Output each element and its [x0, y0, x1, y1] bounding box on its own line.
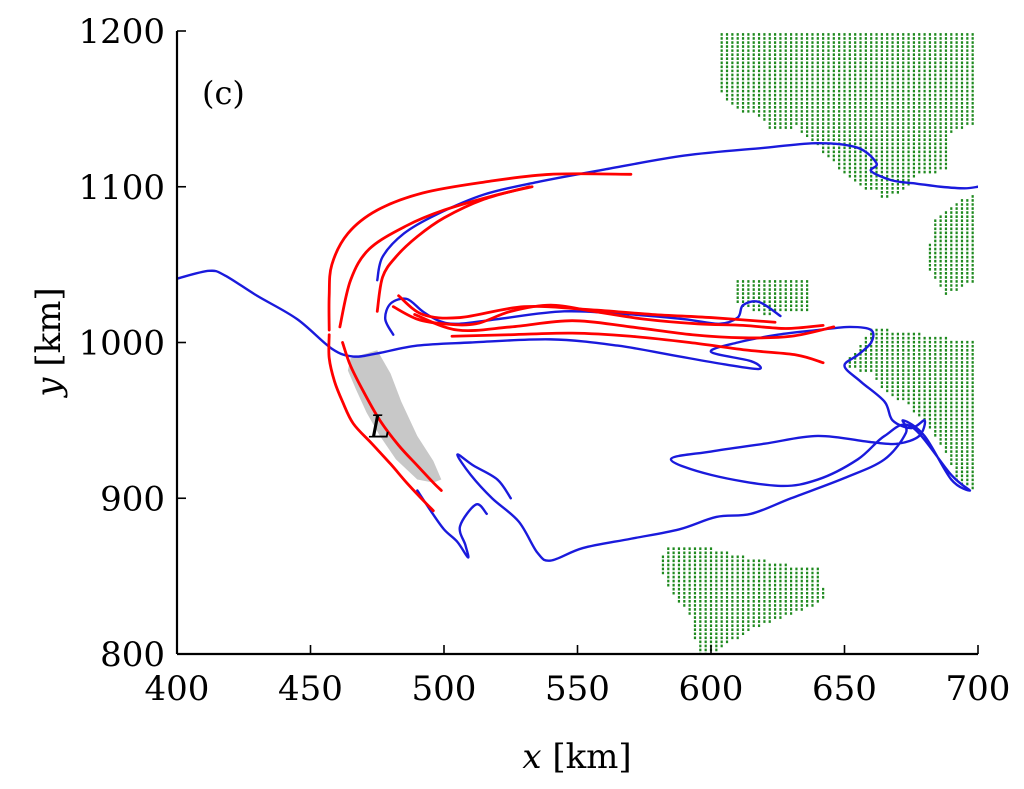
y-tick-label: 900: [100, 479, 165, 519]
shaded-region: [347, 350, 442, 483]
green-dot-layer: [661, 33, 974, 654]
y-axis-unit: [km]: [29, 287, 69, 366]
red-curve-9: [397, 294, 777, 324]
panel-label: (c): [202, 74, 245, 112]
y-tick-label: 800: [100, 635, 165, 675]
blue-curve-3: [384, 297, 782, 336]
x-tick-label: 450: [278, 669, 343, 709]
green-dot-region-1: [720, 33, 974, 198]
green-dots: [720, 33, 974, 198]
shaded-region-layer: [347, 350, 442, 483]
x-axis-var: x: [522, 737, 541, 777]
x-tick-label: 700: [946, 669, 1011, 709]
region-label-L: L: [368, 408, 390, 446]
x-axis-unit: [km]: [552, 737, 631, 777]
x-tick-label: 600: [679, 669, 744, 709]
green-dots: [928, 195, 974, 295]
red-curve-5: [341, 341, 443, 492]
green-dots: [661, 547, 825, 654]
y-tick-label: 1000: [78, 324, 165, 364]
x-axis-title: x [km]: [522, 737, 631, 777]
red-curve-7: [413, 313, 836, 340]
green-dot-region-2: [928, 195, 974, 295]
green-dot-region-4: [736, 280, 809, 316]
green-dot-region-3: [848, 328, 974, 490]
y-tick-label: 1100: [78, 168, 165, 208]
green-dots: [736, 280, 809, 316]
red-curve-layer: [327, 172, 836, 513]
red-curve-3: [375, 185, 531, 313]
tick-layer: 400 450 500 550 600 650 700 800 900 1000 1100 1200: [78, 12, 1010, 709]
blue-curve-1: [177, 269, 972, 562]
green-dots: [848, 328, 974, 490]
blue-curve-4: [416, 489, 488, 559]
plot-area: [177, 33, 978, 654]
red-curve-4: [327, 333, 435, 513]
red-curve-2: [338, 185, 534, 329]
x-tick-label: 650: [812, 669, 877, 709]
y-tick-label: 1200: [78, 12, 165, 52]
red-curve-8: [450, 331, 825, 365]
blue-curve-2: [376, 141, 978, 282]
blue-curve-layer: [177, 141, 978, 562]
x-tick-label: 500: [412, 669, 477, 709]
x-tick-label: 400: [145, 669, 210, 709]
red-curve-1: [327, 172, 633, 332]
axes: [175, 31, 978, 656]
y-axis-var: y: [29, 377, 69, 399]
y-axis-title: y [km]: [29, 287, 69, 398]
x-tick-label: 550: [545, 669, 610, 709]
green-dot-region-5: [661, 547, 825, 654]
